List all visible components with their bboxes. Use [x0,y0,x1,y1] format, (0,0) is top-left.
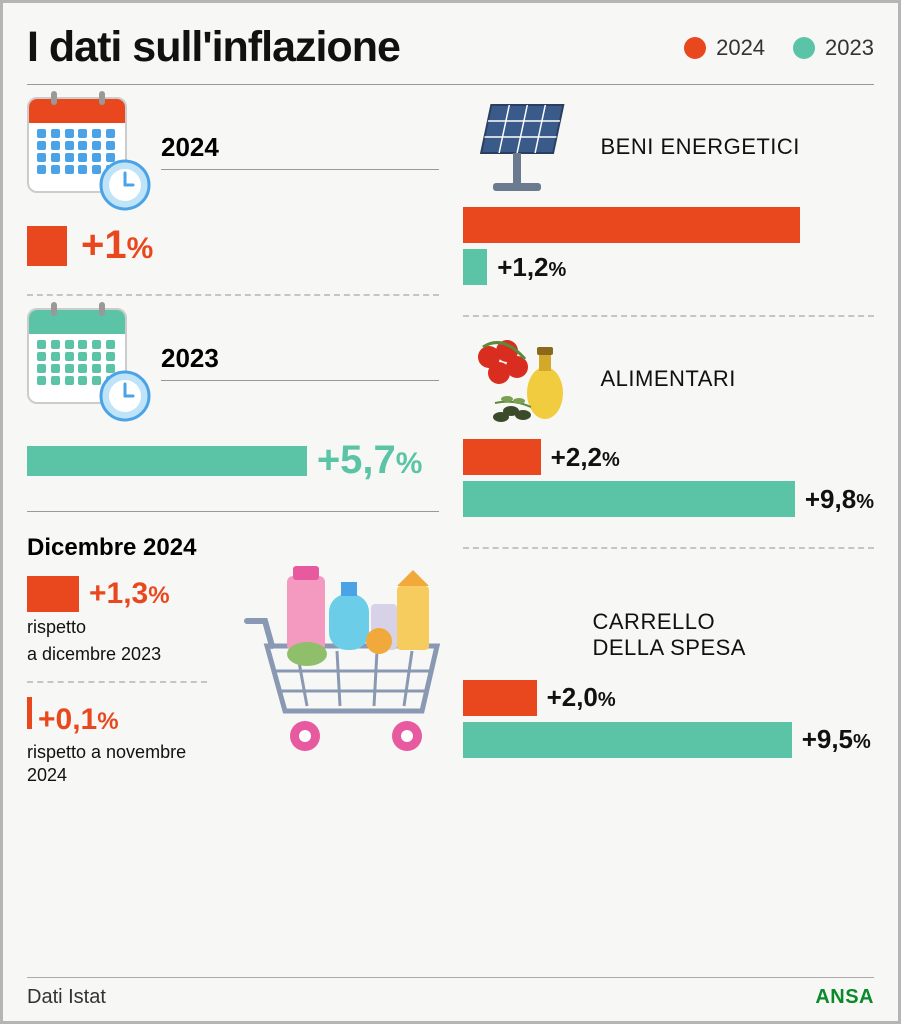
bar-label-alimentari-2023: +9,8% [805,484,874,515]
section-dicembre: Dicembre 2024 +1,3% rispetto a dicembre … [27,512,439,786]
footer-brand: ANSA [815,986,874,1009]
calendar-top-icon [29,99,125,123]
year-label-2023: 2023 [161,343,439,374]
category-label-carrello-2: DELLA SPESA [593,635,746,660]
year-divider-2024 [161,169,439,170]
bar-pct-energetici-2023: % [549,259,567,281]
calendar-ring-icon [99,302,105,316]
bars-alimentari: +2,2% +9,8% [463,439,875,517]
dicembre-square-1 [27,576,79,612]
bar-pct-alimentari-2023: % [856,491,874,513]
year-label-2024: 2024 [161,132,439,163]
dicembre-pct-2: % [97,708,118,735]
footer: Dati Istat ANSA [27,977,874,1009]
bar-carrello-2023 [463,722,792,758]
value-row-2024: +1% [27,223,439,268]
bar-label-carrello-2023: +9,5% [802,724,871,755]
value-pct-2024: % [127,232,154,265]
legend-item-2024: 2024 [684,35,765,61]
dicembre-value-1: +1,3% [89,577,170,611]
category-label-carrello-1: CARRELLO [593,609,716,634]
calendar-icon-2023 [27,308,145,416]
bar-row-2023: +5,7% [27,438,439,483]
calendar-row-2024: 2024 [27,97,439,205]
legend-item-2023: 2023 [793,35,874,61]
calendar-ring-icon [51,91,57,105]
bar-label-carrello-2024: +2,0% [547,682,616,713]
bar-label-alimentari-2024: +2,2% [551,442,620,473]
left-column: 2024 +1% [27,85,439,965]
category-row-alimentari: ALIMENTARI [463,329,875,429]
dicembre-value-2: +0,1% [38,703,119,737]
category-label-energetici: BENI ENERGETICI [601,134,800,160]
footer-source: Dati Istat [27,986,106,1009]
shopping-cart-icon [237,526,467,756]
legend: 2024 2023 [684,35,874,61]
category-row-energetici: BENI ENERGETICI [463,97,875,197]
food-icon [463,329,583,429]
bar-row-energetici-2024 [463,207,875,243]
bar-alimentari-2024 [463,439,541,475]
legend-label-2024: 2024 [716,35,765,61]
bar-value-energetici-2023: +1,2 [497,252,548,282]
bar-2023 [27,446,307,476]
value-2023: +5,7% [317,438,423,483]
year-divider-2023 [161,380,439,381]
bar-energetici-2023 [463,249,488,285]
calendar-ring-icon [99,91,105,105]
value-square-2024 [27,226,67,266]
bar-value-alimentari-2023: +9,8 [805,484,856,514]
category-label-carrello: CARRELLO DELLA SPESA [593,609,746,662]
section-energetici: BENI ENERGETICI +1,2% [463,85,875,291]
bar-pct-carrello-2023: % [853,731,871,753]
calendar-icon-2024 [27,97,145,205]
right-column: BENI ENERGETICI +1,2% [463,85,875,965]
legend-label-2023: 2023 [825,35,874,61]
section-alimentari: ALIMENTARI +2,2% +9,8% [463,317,875,523]
legend-dot-2023 [793,37,815,59]
calendar-row-2023: 2023 [27,308,439,416]
value-number-2023: +5,7 [317,438,396,482]
bar-pct-carrello-2024: % [598,689,616,711]
bar-value-alimentari-2024: +2,2 [551,442,602,472]
bar-alimentari-2023 [463,481,795,517]
bar-value-carrello-2023: +9,5 [802,724,853,754]
header: I dati sull'inflazione 2024 2023 [27,23,874,72]
calendar-ring-icon [51,302,57,316]
section-2024: 2024 +1% [27,85,439,268]
content-area: 2024 +1% [27,85,874,965]
infographic-container: I dati sull'inflazione 2024 2023 [0,0,901,1024]
bar-value-carrello-2024: +2,0 [547,682,598,712]
clock-icon [99,370,151,422]
tick-mark-icon [27,697,32,729]
dicembre-pct-1: % [148,582,169,609]
category-row-carrello: CARRELLO DELLA SPESA [593,609,875,662]
bar-label-energetici-2023: +1,2% [497,252,566,283]
section-2023: 2023 +5,7% [27,296,439,489]
bar-row-energetici-2023: +1,2% [463,249,875,285]
bar-row-alimentari-2024: +2,2% [463,439,875,475]
value-2024: +1% [81,223,153,268]
bar-row-carrello-2024: +2,0% [463,680,875,716]
page-title: I dati sull'inflazione [27,23,400,72]
dicembre-divider [27,681,207,683]
clock-icon [99,159,151,211]
bar-pct-alimentari-2024: % [602,449,620,471]
calendar-top-icon [29,310,125,334]
dicembre-sub-2: rispetto a novembre 2024 [27,741,207,786]
bar-row-carrello-2023: +9,5% [463,722,875,758]
legend-dot-2024 [684,37,706,59]
bar-row-alimentari-2023: +9,8% [463,481,875,517]
solar-panel-icon [463,97,583,197]
bar-energetici-2024 [463,207,800,243]
bars-carrello: +2,0% +9,5% [463,680,875,758]
value-number-2024: +1 [81,223,127,267]
value-pct-2023: % [396,447,423,480]
dicembre-number-1: +1,3 [89,577,148,610]
bar-carrello-2024 [463,680,537,716]
category-label-alimentari: ALIMENTARI [601,366,736,392]
dicembre-number-2: +0,1 [38,703,97,736]
bars-energetici: +1,2% [463,207,875,285]
section-carrello: CARRELLO DELLA SPESA +2,0% +9,5% [463,549,875,764]
